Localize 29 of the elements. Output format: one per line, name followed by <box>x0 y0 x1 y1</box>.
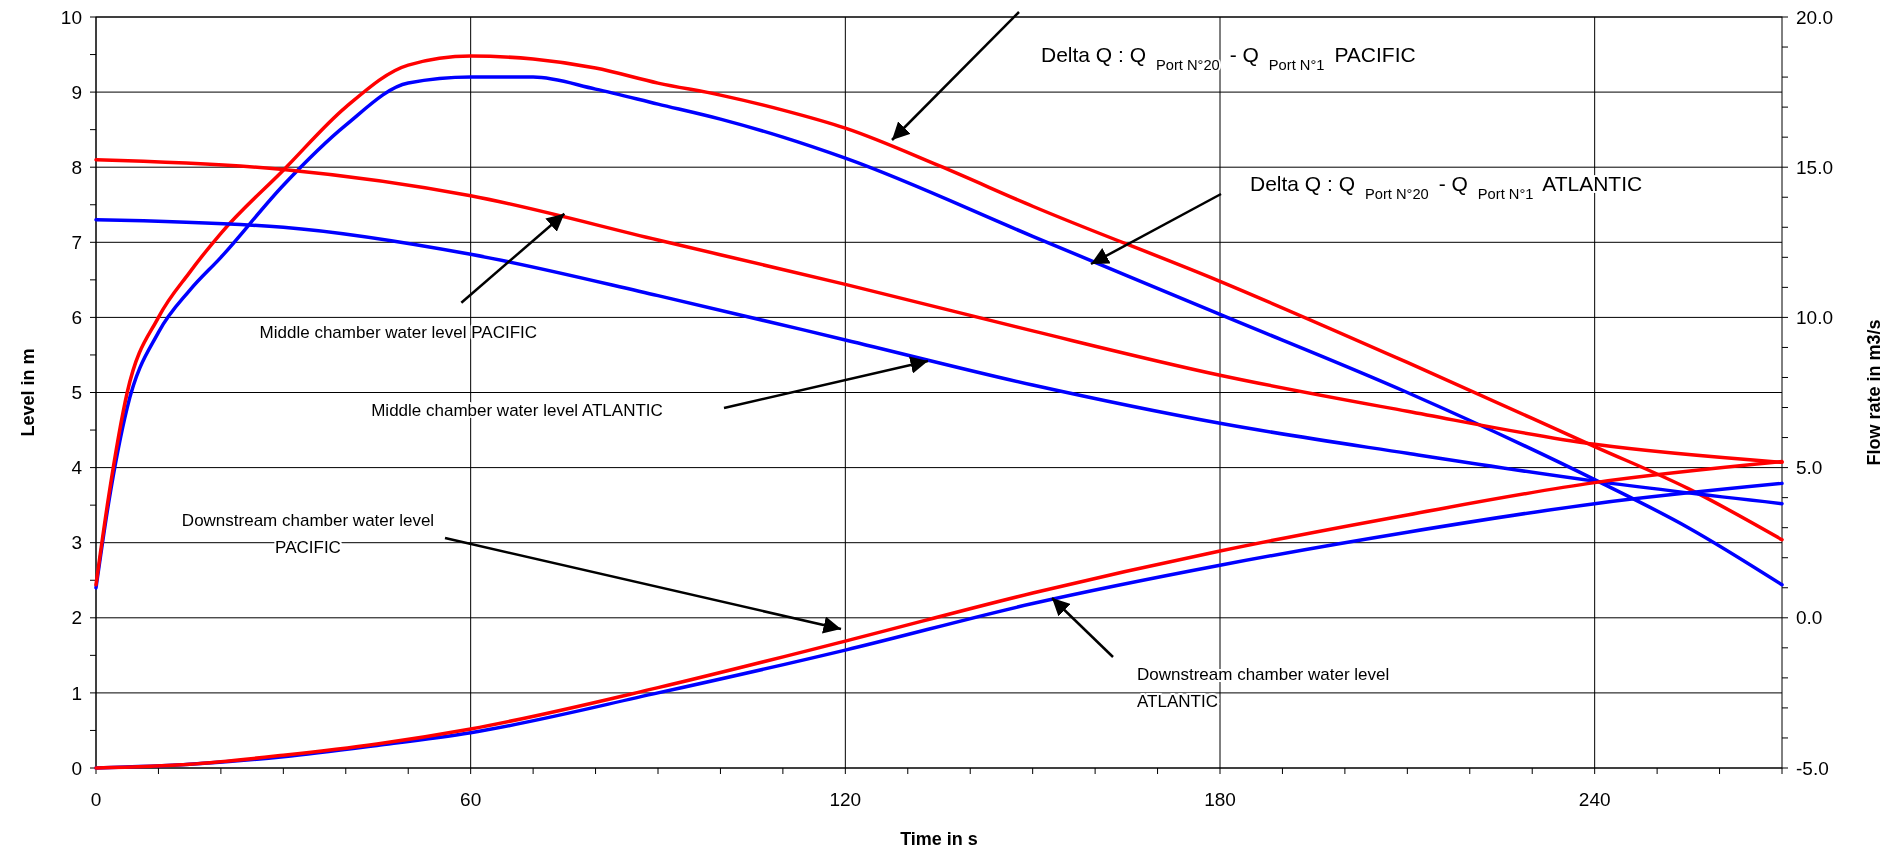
y-tick-label: 6 <box>71 307 82 329</box>
y-tick-label: 4 <box>71 457 83 479</box>
x-tick-label: 0 <box>90 789 102 810</box>
y-tick-label: 10 <box>60 6 82 28</box>
y-tick-label: 3 <box>71 532 82 554</box>
annotation: Middle chamber water level PACIFIC <box>259 322 538 342</box>
y-tick-label: 5 <box>71 382 82 404</box>
y2-tick-label: -5.0 <box>1796 757 1829 779</box>
y2-axis-title: Flow rate in m3/s <box>1864 319 1884 466</box>
y-tick-label: 8 <box>71 156 82 178</box>
y2-tick-label: 20.0 <box>1796 6 1833 28</box>
x-tick-label: 240 <box>1578 789 1611 810</box>
x-tick-label: 180 <box>1204 789 1236 810</box>
annotation: Delta Q : Q $_{Port N°20}$ - Q $_{Port N°1}$ PACIFIC <box>1041 43 1416 73</box>
x-tick-label: 60 <box>460 789 482 810</box>
x-tick-label: 120 <box>829 789 862 810</box>
y2-tick-label: 0.0 <box>1796 607 1823 629</box>
y-axis-title: Level in m <box>18 348 38 437</box>
y-tick-label: 9 <box>71 81 82 103</box>
x-axis-title: Time in s <box>900 829 978 849</box>
y2-tick-label: 15.0 <box>1796 156 1833 178</box>
y-tick-label: 7 <box>71 231 82 253</box>
annotation: Downstream chamber water level ATLANTIC <box>1137 665 1390 711</box>
y-tick-label: 2 <box>71 607 82 629</box>
y-tick-label: 0 <box>71 757 82 779</box>
y2-tick-label: 10.0 <box>1796 307 1833 329</box>
y-tick-label: 1 <box>71 682 82 704</box>
annotation: Downstream chamber water level PACIFIC <box>181 511 435 557</box>
y2-tick-label: 5.0 <box>1796 457 1823 479</box>
